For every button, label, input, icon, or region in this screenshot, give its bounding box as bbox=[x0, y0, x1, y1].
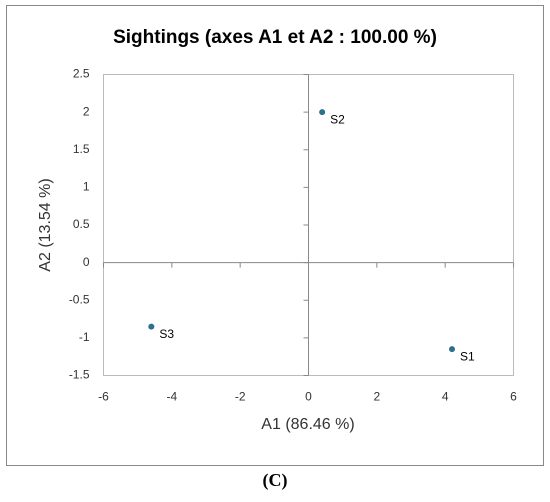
x-tick-label: 0 bbox=[305, 390, 312, 404]
x-tick-label: 6 bbox=[510, 390, 517, 404]
y-axis-label: A2 (13.54 %) bbox=[37, 178, 54, 271]
x-axis-label: A1 (86.46 %) bbox=[261, 416, 354, 433]
point bbox=[449, 346, 455, 353]
point bbox=[319, 109, 326, 116]
point-label: S1 bbox=[460, 349, 475, 363]
point-label: S2 bbox=[330, 112, 345, 126]
x-tick-label: -2 bbox=[235, 390, 246, 404]
y-tick-label: 2 bbox=[83, 104, 90, 118]
chart-frame bbox=[6, 5, 544, 466]
y-tick-label: 1.5 bbox=[73, 142, 90, 156]
caption: (C) bbox=[263, 470, 288, 491]
y-tick-label: 0 bbox=[83, 255, 90, 269]
x-tick-label: -4 bbox=[166, 390, 177, 404]
y-tick-label: -0.5 bbox=[69, 292, 90, 306]
y-tick-label: 0.5 bbox=[73, 217, 90, 231]
chart-title: Sightings (axes A1 et A2 : 100.00 %) bbox=[113, 27, 437, 48]
y-tick-label: 1 bbox=[83, 180, 90, 194]
y-tick-label: -1 bbox=[79, 330, 90, 344]
point bbox=[148, 323, 155, 330]
y-tick-label: 2.5 bbox=[73, 67, 90, 81]
x-tick-label: 2 bbox=[373, 390, 380, 404]
x-tick-label: 4 bbox=[442, 390, 449, 404]
y-tick-label: -1.5 bbox=[69, 368, 90, 382]
x-tick-label: -6 bbox=[98, 390, 109, 404]
point-label: S3 bbox=[159, 327, 174, 341]
